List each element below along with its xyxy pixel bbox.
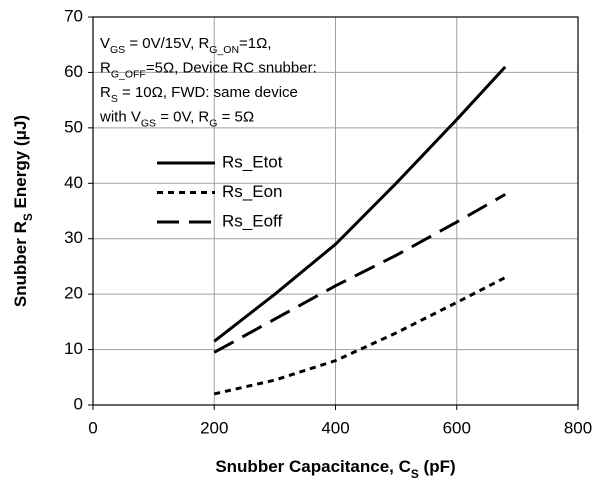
text-part: with V xyxy=(99,108,141,125)
text-part: G_ON xyxy=(209,44,239,56)
text-part: (pF) xyxy=(419,457,456,476)
text-part: S xyxy=(411,467,419,481)
text-part: Snubber R xyxy=(11,221,30,307)
text-part: =5Ω, Device RC snubber: xyxy=(146,59,317,76)
x-tick-label: 600 xyxy=(443,418,471,437)
series-line xyxy=(213,276,506,396)
legend-label: Rs_Etot xyxy=(222,152,283,171)
x-axis-label: Snubber Capacitance, CS (pF) xyxy=(215,457,455,481)
text-part: GS xyxy=(141,117,156,129)
text-part: R xyxy=(100,59,111,76)
annotation: RS = 10Ω, FWD: same device xyxy=(100,84,298,105)
y-tick-label: 10 xyxy=(64,339,83,358)
annotation: with VGS = 0V, RG = 5Ω xyxy=(99,108,254,129)
y-axis-label: Snubber RS Energy (μJ) xyxy=(11,115,35,307)
series-line xyxy=(213,193,506,354)
text-part: =1Ω, xyxy=(239,35,271,52)
y-tick-label: 70 xyxy=(64,6,83,25)
y-tick-label: 40 xyxy=(64,173,83,192)
y-tick-label: 0 xyxy=(74,394,83,413)
plot-frame xyxy=(92,16,579,406)
y-tick-label: 30 xyxy=(64,228,83,247)
text-part: G_OFF xyxy=(111,68,146,80)
text-part: S xyxy=(21,213,35,221)
x-tick-label: 200 xyxy=(200,418,228,437)
annotation: RG_OFF=5Ω, Device RC snubber: xyxy=(100,59,317,80)
text-part: G xyxy=(209,117,217,129)
text-part: Energy (μJ) xyxy=(11,115,30,213)
text-part: = 5Ω xyxy=(217,108,254,125)
text-part: V xyxy=(100,35,110,52)
y-tick-label: 60 xyxy=(64,62,83,81)
y-tick-label: 20 xyxy=(64,284,83,303)
text-part: = 0V, R xyxy=(156,108,209,125)
text-part: GS xyxy=(110,44,125,56)
text-part: = 10Ω, FWD: same device xyxy=(118,84,298,101)
legend-label: Rs_Eoff xyxy=(222,211,282,230)
x-tick-label: 400 xyxy=(321,418,349,437)
legend-label: Rs_Eon xyxy=(222,182,282,201)
x-tick-label: 800 xyxy=(564,418,592,437)
text-part: S xyxy=(111,93,118,105)
series-line xyxy=(213,65,507,343)
y-tick-label: 50 xyxy=(64,117,83,136)
text-part: Snubber Capacitance, C xyxy=(215,457,411,476)
text-part: = 0V/15V, R xyxy=(125,35,209,52)
text-part: R xyxy=(100,84,111,101)
annotation: VGS = 0V/15V, RG_ON=1Ω, xyxy=(100,35,272,56)
x-tick-label: 0 xyxy=(88,418,97,437)
